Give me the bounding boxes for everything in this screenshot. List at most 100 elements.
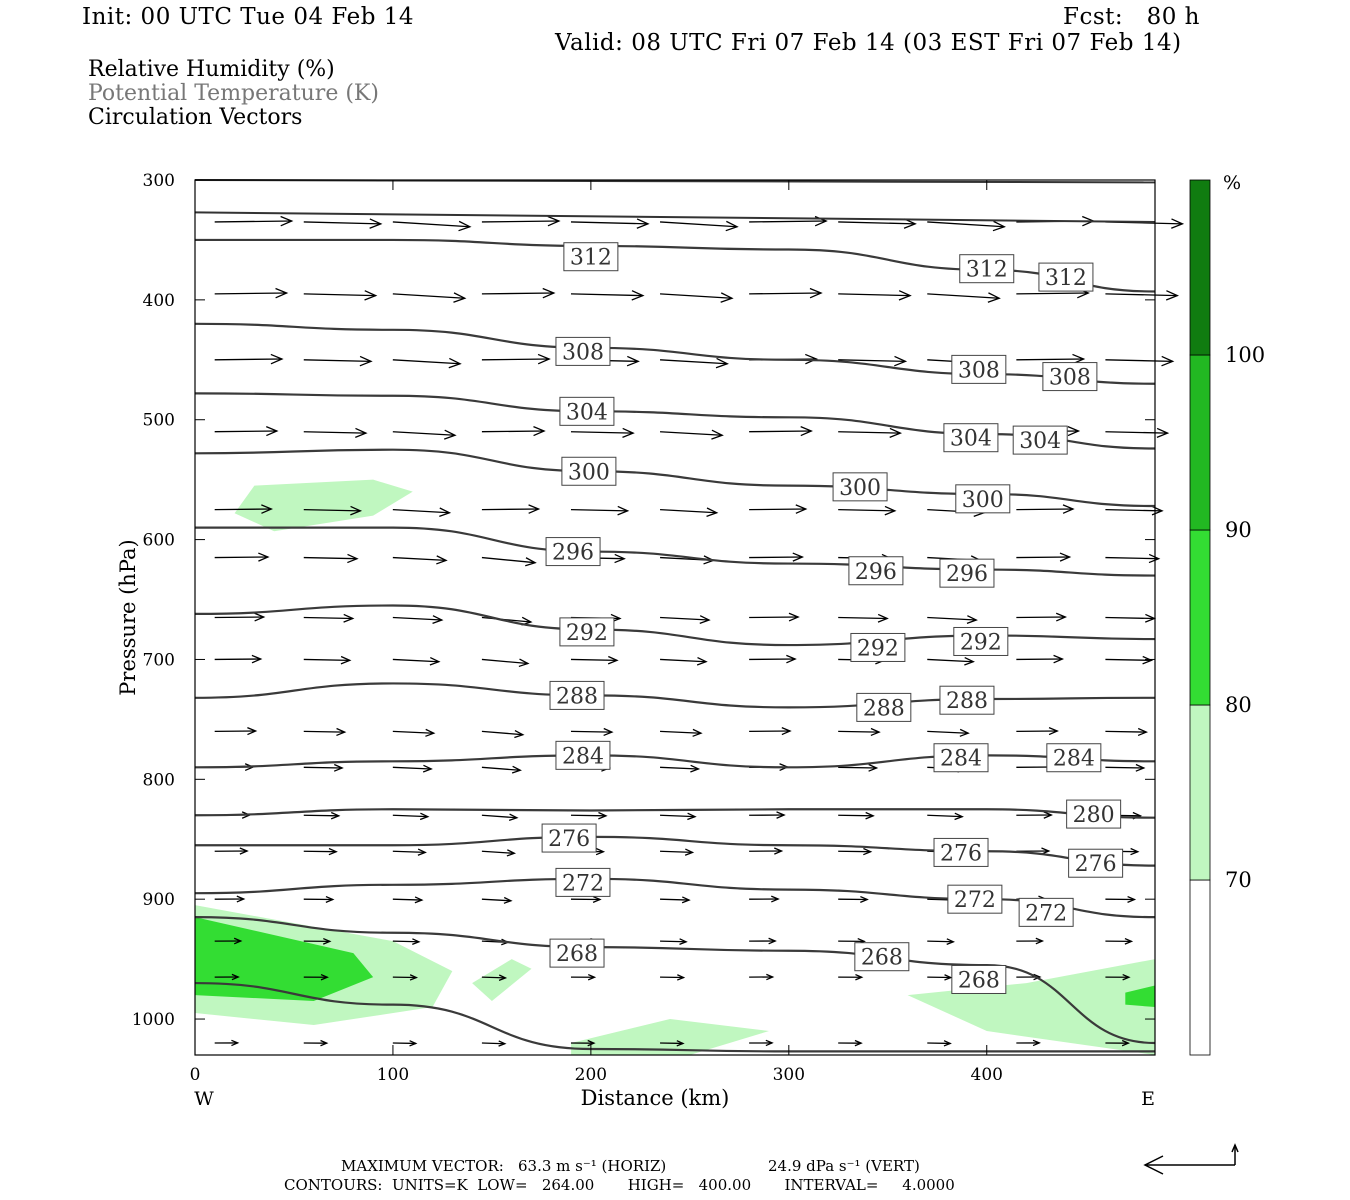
circulation-vector-7 (838, 221, 916, 225)
circulation-vector-head-35 (443, 429, 457, 440)
circulation-vector-head-73 (877, 613, 889, 623)
circulation-vector-124 (481, 850, 515, 854)
circulation-vector-head-142 (1127, 895, 1137, 903)
theta-label-box-272-1 (947, 884, 1003, 914)
theta-contour-284 (194, 754, 1156, 769)
circulation-vector-head-139 (860, 895, 869, 903)
circulation-vector-137 (660, 898, 690, 901)
y-tick-label-700: 700 (143, 650, 175, 670)
circulation-vector-head-55 (258, 552, 270, 562)
theta-contour-280 (194, 808, 1156, 819)
circulation-vector-head-151 (946, 938, 956, 945)
theta-label-box-308-0 (555, 336, 611, 366)
circulation-vector-100 (303, 766, 343, 769)
theta-label-box-292-1 (850, 632, 906, 662)
circulation-vector-head-24 (448, 357, 462, 369)
circulation-vector-29 (838, 359, 906, 363)
circulation-vector-head-94 (781, 727, 792, 736)
circulation-vector-head-28 (805, 353, 819, 365)
plot-frame (194, 179, 1156, 1056)
theta-label-276-0: 276 (548, 827, 590, 852)
circulation-vector-39 (749, 430, 812, 433)
circulation-vector-61 (749, 556, 803, 559)
y-tick-label-1000: 1000 (132, 1010, 175, 1030)
circulation-vector-head-59 (614, 553, 626, 564)
circulation-vector-47 (481, 508, 539, 511)
circulation-vector-25 (481, 358, 550, 361)
circulation-vector-50 (749, 508, 806, 511)
colorbar-label-100: 100 (1225, 343, 1265, 367)
circulation-vector-104 (660, 766, 699, 770)
circulation-vector-head-67 (343, 613, 355, 623)
circulation-vector-148 (660, 940, 687, 943)
circulation-vector-31 (1016, 358, 1084, 361)
theta-label-268-2: 268 (958, 968, 1000, 993)
circulation-vector-head-66 (254, 612, 266, 622)
circulation-vector-head-43 (1156, 427, 1170, 438)
colorbar-segment-0 (1189, 879, 1211, 1056)
circulation-vector-109 (1105, 766, 1144, 769)
theta-label-308-0: 308 (562, 340, 604, 365)
theta-label-304-2: 304 (1019, 429, 1061, 454)
theta-contour-268 (194, 916, 1156, 1045)
theta-label-box-288-1 (856, 692, 912, 722)
theta-label-292-2: 292 (960, 630, 1002, 655)
circulation-vector-19 (927, 293, 1000, 299)
theta-label-304-1: 304 (950, 427, 992, 452)
circulation-vector-95 (838, 730, 880, 733)
circulation-vector-head-97 (1048, 727, 1059, 736)
circulation-vector-92 (570, 730, 612, 733)
circulation-vector-head-113 (508, 813, 519, 822)
circulation-vector-head-121 (239, 847, 249, 855)
circulation-vector-head-33 (266, 426, 279, 437)
circulation-vector-head-92 (603, 727, 614, 737)
circulation-vector-head-25 (537, 353, 551, 365)
circulation-vector-head-47 (528, 504, 541, 514)
circulation-vector-head-134 (414, 896, 424, 904)
circulation-vector-14 (481, 292, 554, 295)
circulation-vector-85 (927, 658, 974, 663)
circulation-vector-head-124 (506, 849, 517, 857)
circulation-vector-head-167 (409, 1040, 418, 1047)
circulation-vector-head-87 (1142, 655, 1154, 665)
valid-time: Valid: 08 UTC Fri 07 Feb 14 (03 EST Fri … (555, 30, 1182, 56)
circulation-vector-head-106 (868, 763, 879, 772)
circulation-vector-46 (392, 508, 450, 514)
circulation-vector-head-125 (595, 847, 606, 856)
circulation-vector-head-115 (687, 812, 697, 821)
circulation-vector-145 (392, 940, 419, 943)
circulation-vector-head-46 (439, 507, 452, 518)
circulation-vector-3 (481, 220, 559, 223)
theta-label-box-288-2 (939, 685, 995, 715)
circulation-vector-head-3 (547, 215, 561, 227)
circulation-vector-head-5 (725, 220, 739, 232)
circulation-vector-head-51 (884, 505, 897, 516)
circulation-vector-head-32 (1161, 355, 1175, 367)
colorbar-unit: % (1223, 172, 1241, 194)
colorbar-label-90: 90 (1225, 518, 1252, 542)
circulation-vector-134 (392, 898, 422, 901)
theta-label-box-268-0 (549, 938, 605, 968)
circulation-vector-head-50 (795, 504, 808, 514)
circulation-vector-head-148 (679, 938, 688, 945)
circulation-vector-96 (927, 730, 969, 734)
circulation-vector-head-17 (809, 287, 823, 299)
circulation-vector-head-152 (1035, 937, 1045, 945)
circulation-vector-head-11 (275, 287, 289, 299)
y-tick-label-600: 600 (143, 531, 175, 551)
theta-label-box-268-1 (854, 942, 910, 972)
circulation-vector-head-45 (350, 505, 363, 516)
theta-label-312-2: 312 (1045, 266, 1087, 291)
circulation-vector-head-162 (944, 974, 953, 981)
x-tick-label-300: 300 (773, 1065, 805, 1085)
circulation-vector-head-58 (525, 557, 537, 567)
west-label: W (194, 1088, 214, 1110)
theta-label-284-2: 284 (1053, 747, 1095, 772)
circulation-vector-2 (392, 221, 470, 228)
circulation-vector-head-156 (409, 974, 419, 981)
field-label-theta: Potential Temperature (K) (88, 81, 379, 106)
circulation-vector-118 (927, 814, 963, 818)
circulation-vector-head-169 (587, 1039, 596, 1047)
circulation-vector-head-39 (800, 426, 813, 437)
circulation-vector-4 (570, 221, 649, 225)
